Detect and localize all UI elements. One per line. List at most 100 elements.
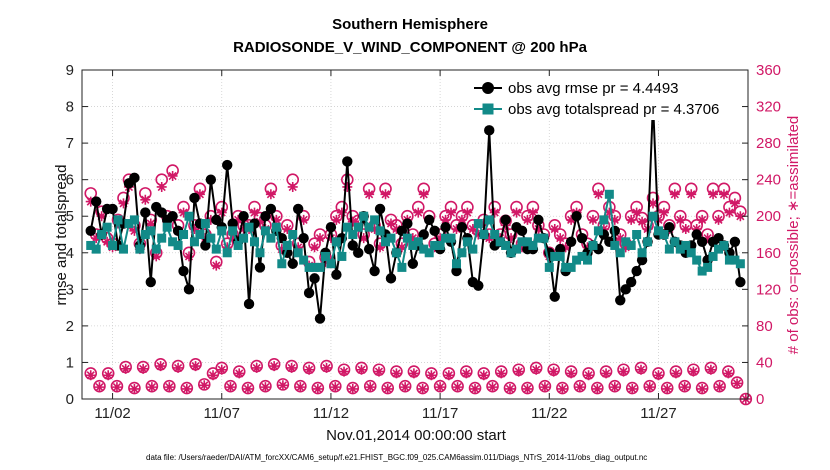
data-point [151, 244, 161, 254]
data-point [250, 359, 263, 373]
data-point [723, 368, 734, 379]
data-point [390, 219, 403, 232]
data-point [304, 262, 314, 272]
data-point [550, 251, 560, 261]
data-point [205, 214, 216, 225]
data-point [435, 233, 446, 244]
data-point [439, 209, 452, 223]
data-point [254, 216, 265, 227]
data-point [347, 383, 358, 394]
data-point [200, 219, 210, 229]
data-point [382, 383, 393, 394]
data-point [280, 219, 294, 232]
data-point [684, 182, 698, 196]
data-point [391, 224, 402, 235]
data-point [522, 237, 532, 247]
data-point [565, 236, 577, 248]
data-point [304, 364, 315, 375]
data-point [473, 219, 483, 229]
data-point [292, 203, 304, 215]
data-point [646, 191, 660, 205]
data-point [583, 370, 594, 381]
data-point [294, 379, 307, 393]
data-point [206, 233, 216, 243]
data-point [242, 383, 253, 394]
data-point [478, 370, 489, 381]
data-point [269, 361, 280, 372]
data-point [561, 262, 571, 272]
data-point [504, 228, 518, 241]
data-point [735, 276, 746, 288]
data-point [129, 383, 140, 394]
data-point [232, 365, 246, 378]
data-point [177, 200, 190, 214]
data-point [615, 233, 626, 244]
data-point [653, 226, 663, 236]
data-point [522, 383, 533, 394]
data-point [516, 225, 528, 237]
data-point [182, 246, 196, 260]
data-point [136, 360, 150, 374]
data-point [381, 237, 391, 247]
data-point [479, 230, 489, 239]
data-point [468, 381, 482, 395]
data-point [140, 194, 151, 205]
data-point [209, 255, 223, 269]
data-point [335, 200, 349, 214]
data-point [728, 191, 742, 205]
data-point [697, 214, 708, 225]
data-point [308, 237, 321, 250]
data-point [286, 362, 297, 373]
data-point [276, 244, 287, 255]
data-point [692, 255, 702, 265]
data-point [571, 211, 582, 222]
data-point [547, 363, 560, 377]
data-point [617, 363, 630, 377]
data-point [679, 382, 690, 393]
data-point [435, 240, 445, 250]
data-point [94, 382, 105, 393]
data-point [348, 230, 358, 239]
data-point [560, 242, 571, 253]
data-point [138, 363, 149, 374]
data-point [517, 237, 527, 247]
data-point [609, 382, 620, 393]
data-point [451, 379, 464, 393]
data-point [119, 360, 132, 374]
data-point [604, 189, 614, 199]
data-point [145, 218, 156, 229]
data-point [533, 233, 543, 243]
data-point [456, 214, 467, 225]
data-point [713, 379, 726, 393]
data-point [608, 379, 622, 393]
data-point [548, 366, 559, 377]
data-point [637, 248, 647, 258]
data-point [314, 313, 326, 324]
data-point [400, 382, 411, 393]
data-point [113, 215, 123, 225]
data-point [353, 247, 364, 258]
data-point [662, 383, 673, 394]
data-point [556, 381, 569, 395]
data-point [566, 368, 577, 379]
data-point [328, 379, 342, 393]
x-tick-label: 11/12 [313, 405, 349, 422]
data-point [91, 244, 101, 254]
series-4 [84, 357, 753, 406]
data-point [732, 378, 743, 389]
data-file-footnote: data file: /Users/raeder/DAI/ATM_forcXX/… [146, 453, 647, 462]
data-point [697, 383, 708, 394]
data-point [227, 218, 238, 229]
data-point [155, 361, 166, 372]
data-point [717, 182, 731, 196]
data-point [643, 237, 653, 247]
data-point [702, 233, 713, 244]
data-point [309, 242, 320, 253]
data-point [288, 230, 298, 239]
data-point [145, 379, 159, 393]
x-axis-label: Nov.01,2014 00:00:00 start [326, 427, 507, 444]
data-point [451, 259, 461, 269]
data-point [670, 368, 681, 379]
data-point [118, 244, 128, 254]
data-point [696, 236, 708, 248]
